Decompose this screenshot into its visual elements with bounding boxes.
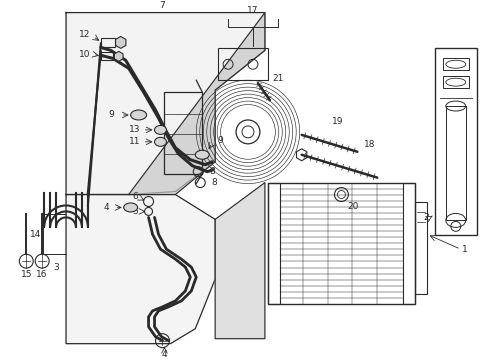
Text: 8: 8 bbox=[209, 167, 215, 176]
Text: 7: 7 bbox=[160, 1, 165, 10]
Text: 2: 2 bbox=[423, 213, 429, 222]
Text: 14: 14 bbox=[29, 230, 41, 239]
Text: 9: 9 bbox=[108, 111, 114, 120]
Bar bbox=[268, 183, 415, 304]
Polygon shape bbox=[66, 194, 215, 344]
Text: 12: 12 bbox=[79, 30, 91, 39]
Ellipse shape bbox=[196, 150, 209, 159]
Text: 11: 11 bbox=[129, 137, 141, 146]
Bar bbox=[101, 39, 115, 48]
Ellipse shape bbox=[154, 138, 167, 146]
Ellipse shape bbox=[154, 125, 167, 134]
Text: 3: 3 bbox=[53, 262, 59, 271]
Bar bbox=[165, 92, 202, 174]
Ellipse shape bbox=[123, 203, 138, 212]
Bar bbox=[435, 48, 477, 235]
Text: 8: 8 bbox=[211, 178, 217, 187]
Text: 20: 20 bbox=[348, 202, 359, 211]
Text: 1: 1 bbox=[462, 245, 467, 254]
Text: 4: 4 bbox=[162, 350, 167, 359]
Text: 21: 21 bbox=[272, 74, 284, 83]
Text: 15: 15 bbox=[21, 270, 32, 279]
Bar bbox=[415, 202, 427, 294]
Bar bbox=[268, 183, 280, 304]
Ellipse shape bbox=[131, 110, 147, 120]
Text: 17: 17 bbox=[247, 6, 259, 15]
Text: 18: 18 bbox=[364, 140, 375, 149]
Text: 9: 9 bbox=[217, 136, 223, 145]
Text: 5: 5 bbox=[133, 207, 139, 216]
Polygon shape bbox=[215, 183, 265, 339]
Text: 4: 4 bbox=[104, 203, 110, 212]
Text: 6: 6 bbox=[133, 192, 139, 201]
Polygon shape bbox=[129, 13, 265, 194]
Text: 16: 16 bbox=[36, 270, 48, 279]
Text: 19: 19 bbox=[332, 117, 343, 126]
Bar bbox=[403, 183, 415, 304]
Bar bbox=[446, 106, 466, 220]
Text: 10: 10 bbox=[79, 50, 91, 59]
Bar bbox=[101, 52, 113, 60]
Text: 13: 13 bbox=[129, 125, 141, 134]
Bar bbox=[443, 58, 469, 70]
Bar bbox=[218, 48, 268, 80]
Polygon shape bbox=[66, 13, 265, 194]
Bar bbox=[443, 76, 469, 88]
